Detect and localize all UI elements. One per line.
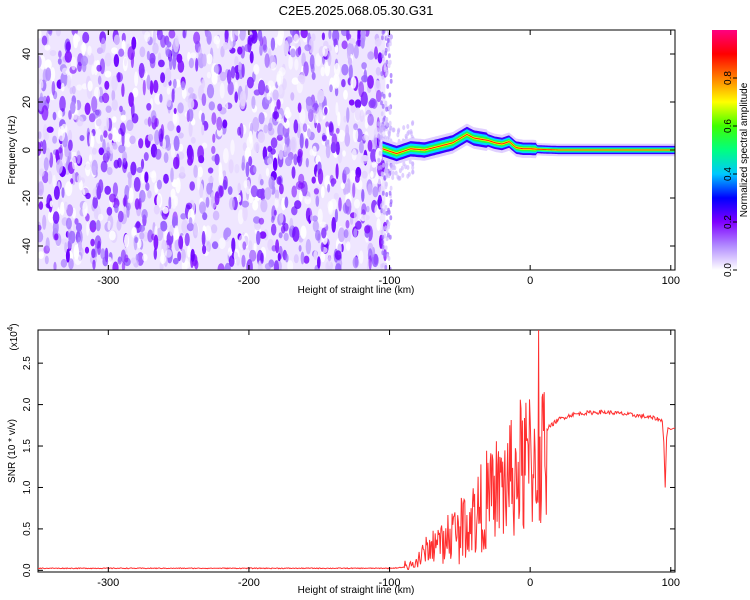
spectrogram-ylabel: Frequency (Hz) — [7, 116, 18, 185]
spectrogram-x-tick-label: -300 — [97, 275, 119, 287]
spectrogram-xlabel: Height of straight line (km) — [298, 285, 415, 296]
snr-x-tick-label: 100 — [662, 577, 680, 589]
snr-xlabel: Height of straight line (km) — [298, 585, 415, 596]
snr-y-tick-label: 0.5 — [22, 522, 33, 536]
snr-scale-exponent: 4 — [6, 326, 15, 331]
snr-y-tick-label: 2.0 — [22, 397, 33, 411]
colorbar: 0.0 0.2 0.4 0.6 0.8 Normalized spectral ampl… — [712, 30, 750, 277]
spectrogram-y-tick-label: 0 — [21, 147, 33, 153]
spectrogram-y-tick-label: 40 — [21, 48, 33, 60]
snr-y-tick-label: 1.5 — [22, 439, 33, 453]
colorbar-tick-label: 0.8 — [723, 71, 734, 85]
spectrogram-y-tick-label: -20 — [21, 190, 33, 206]
spectrogram-x-tick-label: -100 — [379, 275, 401, 287]
signal-band — [376, 120, 675, 181]
colorbar-tick-label: 0.0 — [723, 263, 734, 277]
snr-ylabel: SNR (10 * v/v) — [7, 419, 18, 483]
spectrogram-x-tick-label: 0 — [527, 275, 533, 287]
snr-y-tick-label: 2.5 — [22, 356, 33, 370]
colorbar-tick-label: 0.4 — [723, 167, 734, 181]
snr-y-ticks: 0.0 0.5 1.0 1.5 2.0 2.5 — [22, 356, 675, 577]
svg-text:(x104): (x104) — [6, 323, 20, 350]
snr-x-tick-label: -200 — [238, 577, 260, 589]
spectrogram-y-tick-label: 20 — [21, 96, 33, 108]
snr-scale-text: (x10 — [9, 331, 20, 351]
spectrogram-x-tick-label: -200 — [238, 275, 260, 287]
spectrogram-heatmap — [38, 30, 675, 270]
snr-frame — [37, 329, 676, 573]
colorbar-tick-label: 0.2 — [723, 215, 734, 229]
snr-line — [38, 330, 675, 571]
colorbar-tick-label: 0.6 — [723, 119, 734, 133]
figure-title: C2E5.2025.068.05.30.G31 — [279, 3, 434, 18]
spectrogram-y-tick-label: -40 — [21, 238, 33, 254]
snr-scale-label: (x104) — [6, 323, 20, 350]
snr-y-tick-label: 1.0 — [22, 480, 33, 494]
colorbar-ticks: 0.0 0.2 0.4 0.6 0.8 — [723, 71, 737, 277]
spectrogram-x-ticks: -300 -200 -100 0 100 — [97, 30, 680, 287]
spectrogram-y-ticks: -40 -20 0 20 40 — [21, 48, 675, 254]
snr-y-tick-label: 0.0 — [22, 563, 33, 577]
colorbar-gradient — [712, 30, 737, 270]
snr-x-ticks: -300 -200 -100 0 100 — [97, 330, 680, 589]
snr-x-tick-label: -300 — [97, 577, 119, 589]
snr-scale-suffix: ) — [9, 323, 20, 326]
noise-region — [38, 30, 393, 270]
snr-x-tick-label: 0 — [527, 577, 533, 589]
snr-x-tick-label: -100 — [379, 577, 401, 589]
snr-series — [38, 330, 675, 571]
colorbar-label: Normalized spectral amplitude — [739, 82, 750, 217]
spectrogram-x-tick-label: 100 — [662, 275, 680, 287]
snr-panel: -300 -200 -100 0 100 0.0 0.5 1.0 1.5 2.0 2.5 Heig… — [6, 323, 680, 596]
